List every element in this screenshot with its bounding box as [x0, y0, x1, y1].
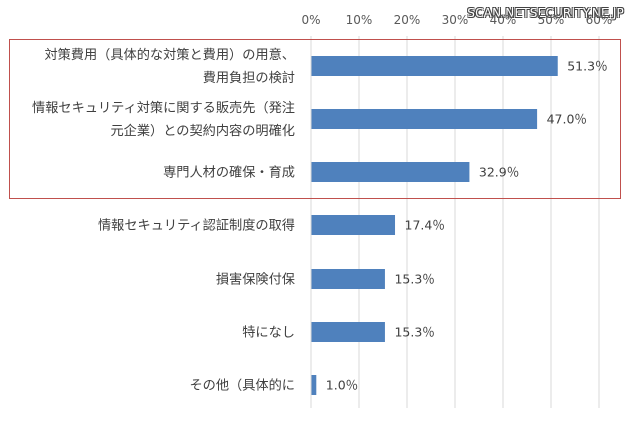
value-label: 47.0％ — [547, 112, 587, 127]
category-label: 特になし — [242, 325, 295, 341]
bar — [311, 162, 470, 182]
category-label: 元企業）との契約内容の明確化 — [111, 122, 296, 139]
value-label: 1.0％ — [326, 378, 358, 393]
x-tick-label: 40% — [490, 13, 517, 27]
value-label: 15.3％ — [394, 272, 434, 287]
x-axis-ticks: 0% 10% 20% 30% 40% 50% 60% — [301, 13, 612, 27]
bar — [311, 56, 558, 76]
x-tick-label: 20% — [394, 13, 421, 27]
value-label: 17.4％ — [405, 218, 445, 233]
category-label: 専門人材の確保・育成 — [163, 165, 295, 181]
category-label: 費用負担の検討 — [203, 70, 295, 86]
bar — [311, 109, 538, 129]
value-label: 32.9％ — [479, 165, 519, 180]
x-tick-label: 0% — [301, 13, 320, 27]
category-label: 対策費用（具体的な対策と費用）の用意、 — [44, 46, 295, 63]
watermark-text: SCAN.NETSECURITY.NE.JP — [467, 6, 624, 20]
value-label: 51.3％ — [567, 59, 607, 74]
category-label: 情報セキュリティ対策に関する販売先（発注 — [32, 99, 295, 116]
category-labels: 対策費用（具体的な対策と費用）の用意、費用負担の検討情報セキュリティ対策に関する… — [32, 46, 295, 394]
x-tick-label: 30% — [442, 13, 469, 27]
x-tick-label: 60% — [586, 13, 613, 27]
bar — [311, 322, 385, 342]
x-tick-label: 10% — [346, 13, 373, 27]
value-labels: 51.3％ 47.0％ 32.9％ 17.4％ 15.3％ 15.3％ 1.0％ — [326, 59, 608, 393]
bars — [311, 56, 558, 395]
category-label: その他（具体的に — [190, 378, 296, 394]
category-label: 情報セキュリティ認証制度の取得 — [98, 217, 295, 234]
bar — [311, 375, 317, 395]
bar — [311, 269, 385, 289]
x-tick-label: 50% — [538, 13, 565, 27]
bar — [311, 215, 396, 235]
value-label: 15.3％ — [394, 325, 434, 340]
category-label: 損害保険付保 — [216, 272, 295, 288]
